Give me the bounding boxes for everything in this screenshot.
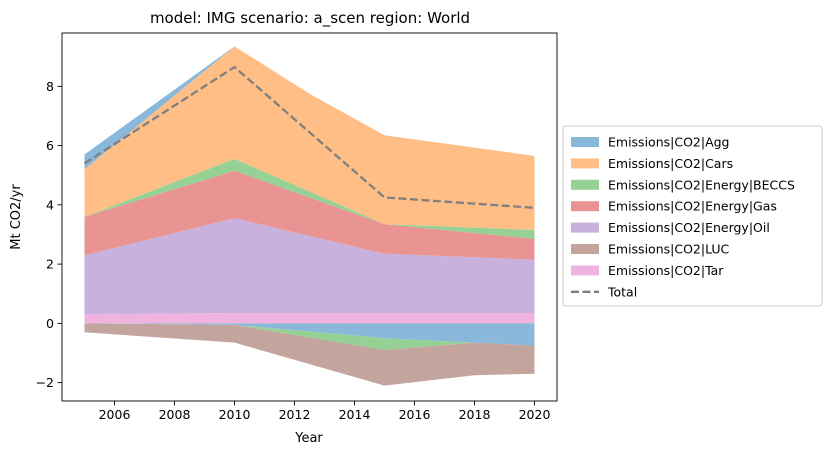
legend-label: Emissions|CO2|Tar — [608, 263, 724, 278]
legend-label: Total — [607, 284, 637, 299]
legend-swatch — [571, 244, 599, 254]
legend-swatch — [571, 222, 599, 233]
legend-swatch — [571, 265, 599, 276]
legend-label: Emissions|CO2|Energy|Oil — [608, 220, 770, 235]
x-tick-label: 2014 — [339, 407, 371, 422]
positive-stack — [84, 46, 535, 324]
x-tick-label: 2016 — [399, 407, 431, 422]
area-emissions-co2-energy-gas — [84, 170, 535, 260]
x-axis: 2006 2008 2010 2012 2014 2016 2018 2020 — [99, 401, 551, 422]
area-emissions-co2-agg — [84, 46, 535, 170]
legend-item-total: Total — [571, 284, 637, 299]
legend-item-emissions-co2-cars: Emissions|CO2|Cars — [571, 156, 733, 171]
x-tick-label: 2010 — [219, 407, 251, 422]
y-tick-label: 6 — [46, 138, 54, 153]
plot-frame — [61, 32, 558, 402]
legend-label: Emissions|CO2|Cars — [608, 156, 733, 171]
legend-label: Emissions|CO2|Energy|BECCS — [608, 177, 795, 192]
legend-label: Emissions|CO2|Agg — [608, 135, 730, 150]
x-tick-label: 2006 — [99, 407, 131, 422]
y-tick-label: −2 — [36, 375, 54, 390]
total-line-layer — [83, 65, 535, 209]
plot-areas — [84, 46, 535, 386]
legend-label: Emissions|CO2|Energy|Gas — [608, 199, 777, 214]
legend-frame — [562, 125, 823, 307]
x-tick-label: 2012 — [279, 407, 311, 422]
legend-swatch — [571, 179, 599, 190]
x-tick-label: 2008 — [159, 407, 191, 422]
legend-item-emissions-co2-energy-beccs: Emissions|CO2|Energy|BECCS — [571, 177, 795, 192]
y-tick-label: 0 — [46, 316, 54, 331]
area-emissions-co2-energy-beccs — [84, 323, 535, 351]
legend-swatch — [571, 158, 599, 169]
legend-item-emissions-co2-energy-oil: Emissions|CO2|Energy|Oil — [571, 220, 770, 235]
y-tick-label: 2 — [46, 257, 54, 272]
area-emissions-co2-energy-beccs — [84, 158, 535, 239]
legend-item-emissions-co2-tar: Emissions|CO2|Tar — [571, 263, 724, 278]
legend-swatch — [571, 137, 599, 147]
area-emissions-co2-luc — [84, 323, 535, 386]
area-emissions-co2-tar — [84, 313, 535, 324]
area-emissions-co2-agg — [84, 323, 535, 346]
y-tick-label: 4 — [46, 197, 54, 212]
legend: Emissions|CO2|Agg Emissions|CO2|Cars Emiss… — [562, 125, 823, 307]
legend-swatch — [571, 201, 599, 212]
area-emissions-co2-energy-oil — [84, 218, 535, 315]
chart-title: model: IMG scenario: a_scen region: Worl… — [150, 9, 470, 28]
legend-item-emissions-co2-energy-gas: Emissions|CO2|Energy|Gas — [571, 199, 777, 214]
x-axis-label: Year — [294, 431, 323, 446]
y-axis-label: Mt CO2/yr — [9, 184, 24, 250]
y-tick-label: 8 — [46, 79, 54, 94]
total-line — [83, 65, 535, 209]
x-tick-label: 2020 — [519, 407, 551, 422]
y-axis: −2 0 2 4 6 8 — [36, 79, 62, 390]
legend-item-emissions-co2-luc: Emissions|CO2|LUC — [571, 242, 730, 257]
legend-label: Emissions|CO2|LUC — [608, 242, 730, 257]
x-tick-label: 2018 — [459, 407, 491, 422]
legend-item-emissions-co2-agg: Emissions|CO2|Agg — [571, 135, 730, 150]
negative-stack — [84, 323, 535, 386]
